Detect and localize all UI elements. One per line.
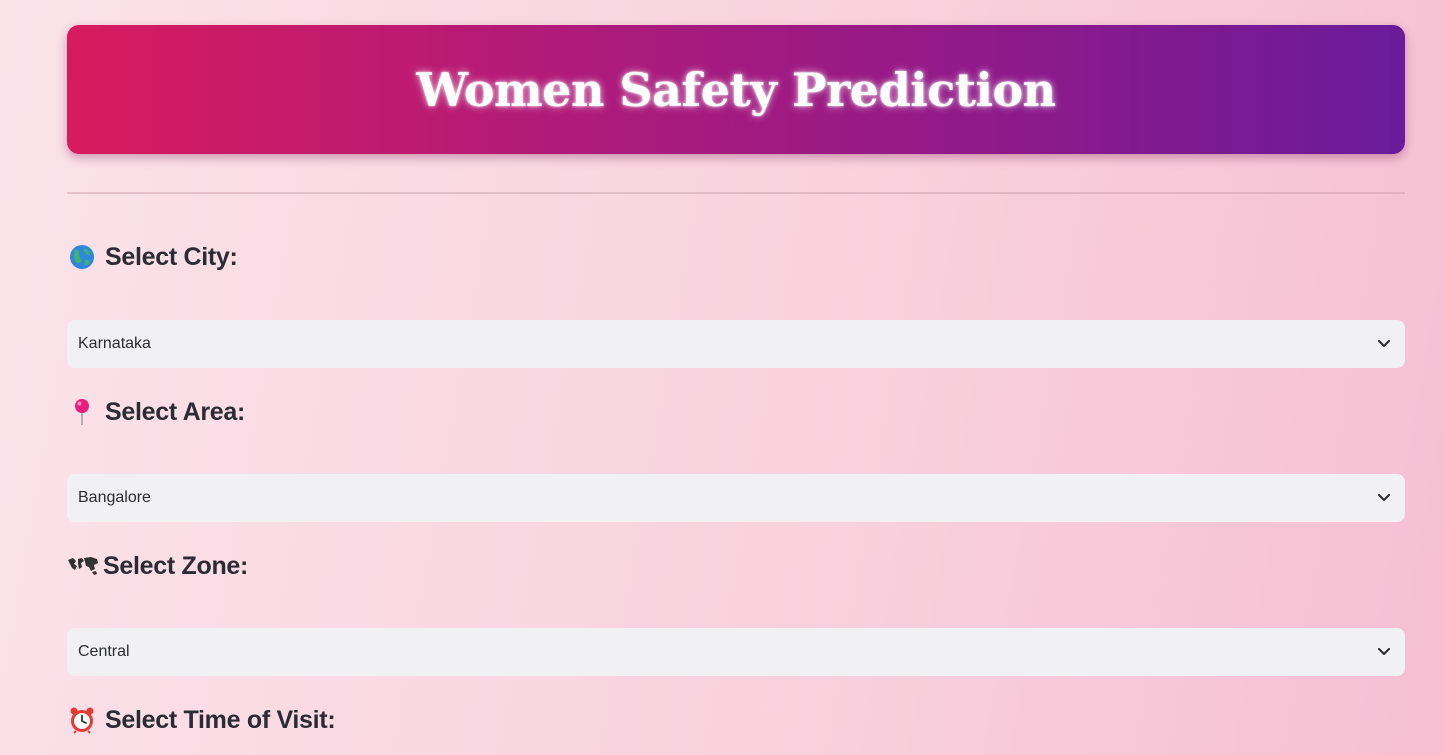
divider bbox=[67, 192, 1405, 194]
zone-select[interactable]: Central bbox=[67, 628, 1405, 676]
chevron-down-icon bbox=[1377, 337, 1391, 351]
chevron-down-icon bbox=[1377, 491, 1391, 505]
area-label: Select Area: bbox=[67, 392, 245, 432]
globe-icon bbox=[67, 242, 97, 272]
zone-select-value: Central bbox=[78, 643, 130, 660]
chevron-down-icon bbox=[1377, 645, 1391, 659]
area-select[interactable]: Bangalore bbox=[67, 474, 1405, 522]
area-select-value: Bangalore bbox=[78, 489, 151, 506]
city-select[interactable]: Karnataka bbox=[67, 320, 1405, 368]
area-label-text: Select Area: bbox=[105, 397, 245, 426]
world-map-icon bbox=[67, 551, 99, 581]
page-title: Women Safety Prediction bbox=[416, 62, 1056, 117]
time-label-text: Select Time of Visit: bbox=[105, 705, 336, 734]
zone-label: Select Zone: bbox=[67, 546, 248, 586]
zone-label-text: Select Zone: bbox=[103, 551, 249, 580]
pin-icon bbox=[67, 397, 97, 427]
city-label: Select City: bbox=[67, 237, 238, 277]
alarm-clock-icon bbox=[67, 705, 97, 735]
time-label: Select Time of Visit: bbox=[67, 700, 336, 740]
city-label-text: Select City: bbox=[105, 242, 238, 271]
header-banner: Women Safety Prediction bbox=[67, 25, 1405, 154]
city-select-value: Karnataka bbox=[78, 335, 151, 352]
